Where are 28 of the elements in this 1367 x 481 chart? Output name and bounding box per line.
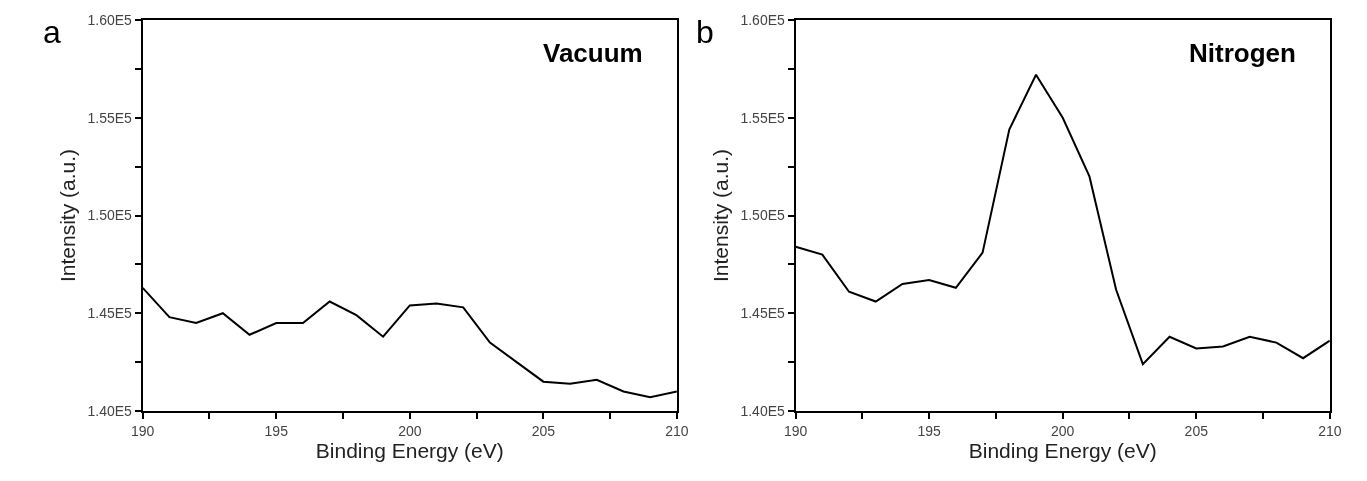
y-tick-label: 1.60E5 (740, 11, 786, 28)
y-tick-label: 1.60E5 (87, 11, 133, 28)
x-tick-label: 200 (398, 422, 422, 439)
y-tick-label: 1.50E5 (740, 207, 786, 224)
chart-title: b (696, 14, 714, 50)
x-tick-label: 195 (917, 422, 942, 439)
y-tick-label: 1.45E5 (740, 305, 786, 322)
annotation: Nitrogen (1189, 38, 1296, 68)
y-tick-label: 1.50E5 (87, 207, 133, 224)
x-tick-label: 190 (131, 422, 155, 439)
y-tick-label: 1.40E5 (87, 402, 133, 419)
y-tick-label: 1.45E5 (87, 305, 133, 322)
y-axis-title: Intensity (a.u.) (709, 148, 733, 283)
x-tick-label: 205 (1184, 422, 1209, 439)
y-tick-label: 1.55E5 (87, 109, 133, 126)
y-tick-label: 1.40E5 (740, 402, 786, 419)
x-axis-title: Binding Energy (eV) (315, 439, 504, 463)
y-axis-title: Intensity (a.u.) (56, 148, 80, 283)
x-tick-label: 195 (264, 422, 289, 439)
x-tick-label: 205 (531, 422, 556, 439)
y-tick-label: 1.55E5 (740, 109, 786, 126)
chart-title: a (43, 14, 61, 50)
x-tick-label: 200 (1051, 422, 1075, 439)
x-tick-label: 210 (665, 422, 689, 439)
x-tick-label: 190 (783, 422, 808, 439)
x-axis-title: Binding Energy (eV) (968, 439, 1157, 463)
x-tick-label: 210 (1318, 422, 1342, 439)
annotation: Vacuum (543, 38, 643, 68)
